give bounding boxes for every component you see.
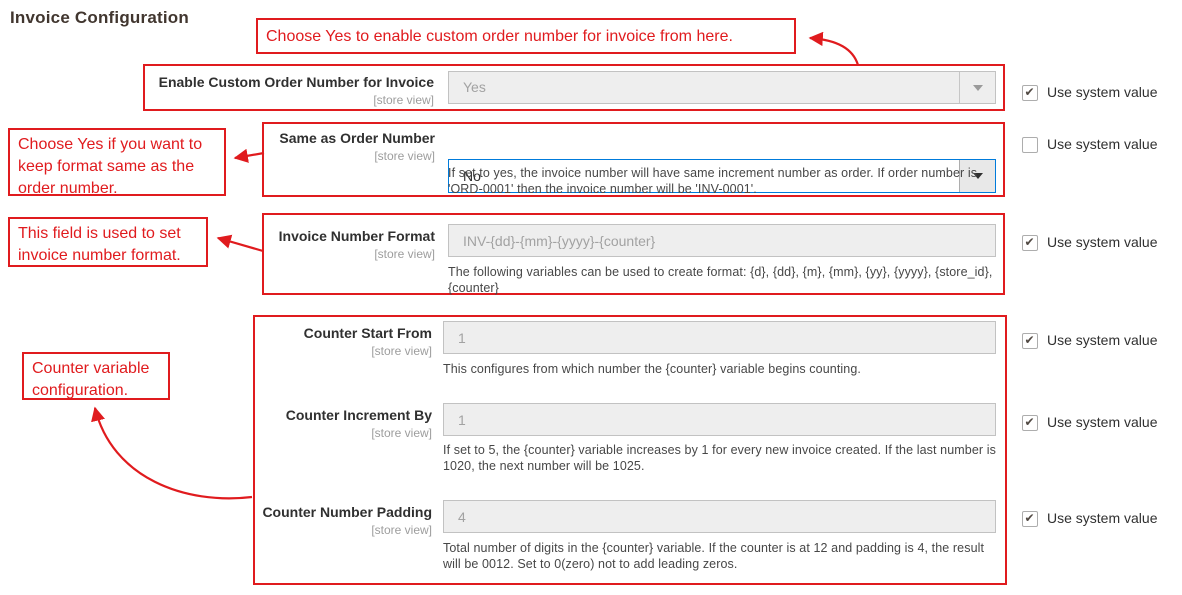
store-view-scope: [store view] <box>374 247 435 261</box>
field-label-text: Same as Order Number <box>279 130 435 146</box>
annotation-invoice-format: This field is used to set invoice number… <box>8 217 208 267</box>
store-view-scope: [store view] <box>373 93 434 107</box>
annotation-arrow-invoice-format <box>216 234 264 253</box>
field-note-same-as-order: If set to yes, the invoice number will h… <box>448 166 978 196</box>
store-view-scope: [store view] <box>374 149 435 163</box>
use-system-value-label[interactable]: Use system value <box>1047 84 1158 100</box>
field-label-counter-padding: Counter Number Padding [store view] <box>250 504 432 538</box>
input-invoice-number-format[interactable] <box>448 224 996 257</box>
select-enable-custom[interactable]: Yes <box>448 71 996 104</box>
store-view-scope: [store view] <box>371 426 432 440</box>
field-label-enable-custom: Enable Custom Order Number for Invoice [… <box>140 74 434 108</box>
annotation-counter: Counter variable configuration. <box>22 352 170 400</box>
use-system-value-row-3: Use system value <box>1022 234 1157 251</box>
field-note-counter-padding: Total number of digits in the {counter} … <box>443 541 985 571</box>
select-dropdown-button[interactable] <box>959 160 995 192</box>
field-label-same-as-order: Same as Order Number [store view] <box>260 130 435 164</box>
annotation-arrow-enable-custom <box>808 31 860 66</box>
annotation-arrow-counter <box>91 406 253 500</box>
use-system-value-row-1: Use system value <box>1022 84 1157 101</box>
annotation-enable-custom: Choose Yes to enable custom order number… <box>256 18 796 54</box>
annotation-same-as-order: Choose Yes if you want to keep format sa… <box>8 128 226 197</box>
use-system-value-label[interactable]: Use system value <box>1047 414 1158 430</box>
use-system-value-label[interactable]: Use system value <box>1047 136 1158 152</box>
field-note-counter-increment: If set to 5, the {counter} variable incr… <box>443 443 996 473</box>
select-value: Yes <box>463 79 486 95</box>
use-system-value-row-6: Use system value <box>1022 510 1157 527</box>
use-system-value-checkbox[interactable] <box>1022 234 1038 251</box>
field-note-invoice-format: The following variables can be used to c… <box>448 265 993 295</box>
field-label-text: Invoice Number Format <box>278 228 435 244</box>
field-label-counter-increment: Counter Increment By [store view] <box>250 407 432 441</box>
field-label-text: Counter Start From <box>303 325 432 341</box>
use-system-value-checkbox[interactable] <box>1022 510 1038 527</box>
use-system-value-label[interactable]: Use system value <box>1047 332 1158 348</box>
select-dropdown-button[interactable] <box>959 72 995 103</box>
use-system-value-row-2: Use system value <box>1022 136 1157 153</box>
field-label-invoice-format: Invoice Number Format [store view] <box>260 228 435 262</box>
store-view-scope: [store view] <box>371 523 432 537</box>
select-same-as-order[interactable]: No <box>448 159 996 193</box>
use-system-value-checkbox[interactable] <box>1022 136 1038 153</box>
use-system-value-checkbox[interactable] <box>1022 84 1038 101</box>
use-system-value-label[interactable]: Use system value <box>1047 510 1158 526</box>
store-view-scope: [store view] <box>371 344 432 358</box>
input-counter-number-padding[interactable] <box>443 500 996 533</box>
use-system-value-row-4: Use system value <box>1022 332 1157 349</box>
use-system-value-checkbox[interactable] <box>1022 414 1038 431</box>
input-counter-start-from[interactable] <box>443 321 996 354</box>
use-system-value-row-5: Use system value <box>1022 414 1157 431</box>
field-label-text: Enable Custom Order Number for Invoice <box>158 74 434 90</box>
field-label-text: Counter Increment By <box>285 407 432 423</box>
use-system-value-label[interactable]: Use system value <box>1047 234 1158 250</box>
field-label-text: Counter Number Padding <box>262 504 432 520</box>
use-system-value-checkbox[interactable] <box>1022 332 1038 349</box>
select-value: No <box>463 168 481 184</box>
page-title: Invoice Configuration <box>10 8 189 27</box>
input-counter-increment-by[interactable] <box>443 403 996 436</box>
field-note-counter-start: This configures from which number the {c… <box>443 362 861 376</box>
chevron-down-icon <box>972 84 983 91</box>
chevron-down-icon <box>972 173 983 179</box>
field-label-counter-start: Counter Start From [store view] <box>250 325 432 359</box>
